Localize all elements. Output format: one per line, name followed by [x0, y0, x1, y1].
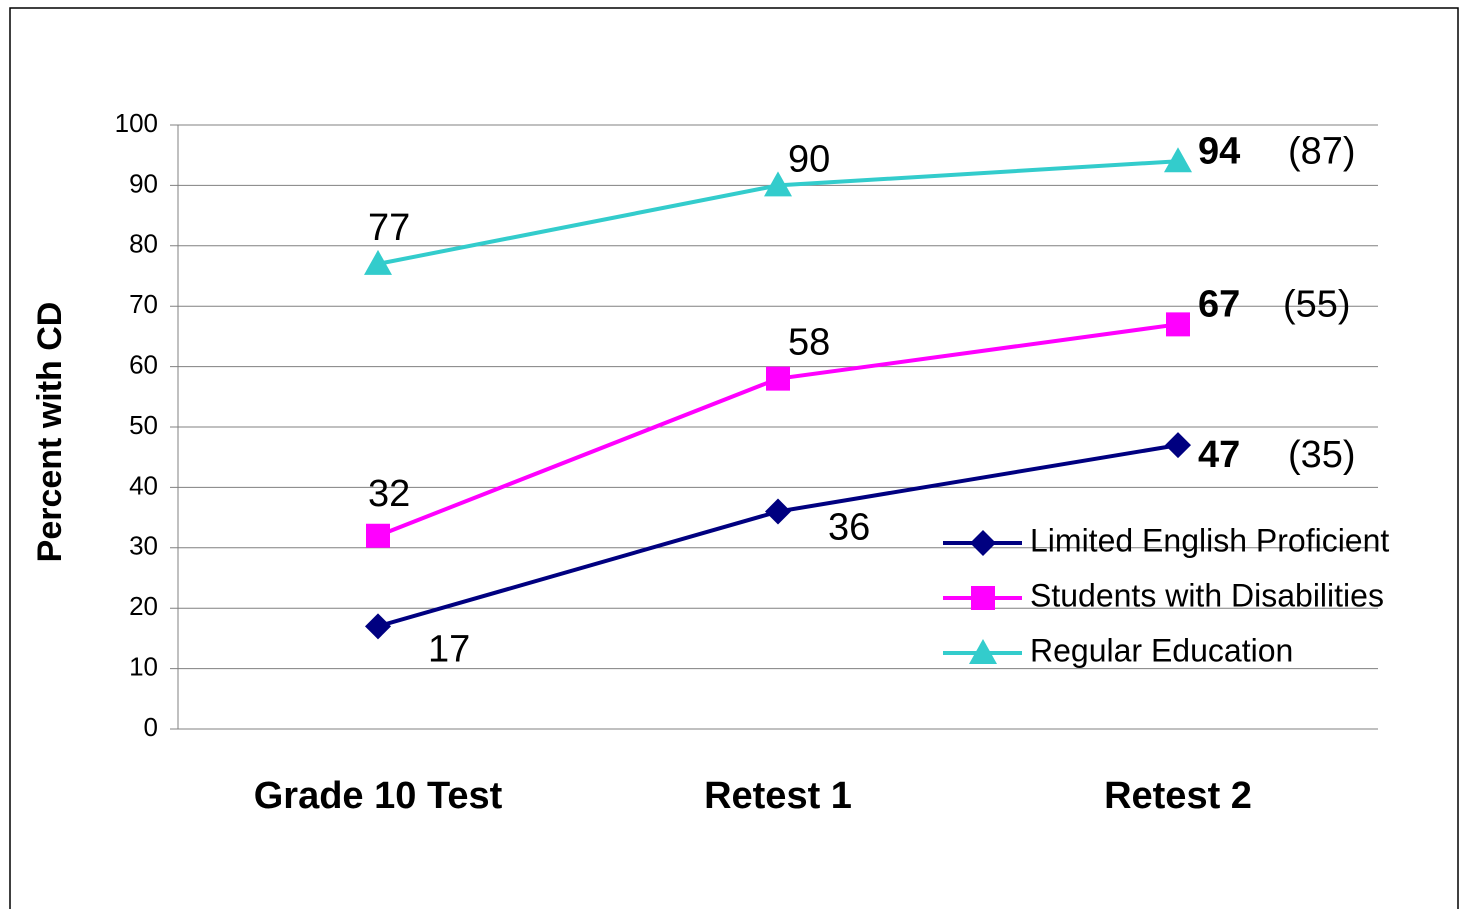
y-tick-label: 50	[129, 410, 158, 440]
data-label: 58	[788, 322, 830, 364]
data-label: 32	[368, 473, 410, 515]
data-label: 77	[368, 207, 410, 249]
data-label: 67	[1198, 283, 1240, 325]
x-tick-label: Retest 2	[1104, 775, 1252, 817]
y-tick-label: 30	[129, 531, 158, 561]
point-marker	[364, 249, 392, 275]
legend-label: Regular Education	[1030, 632, 1293, 668]
point-marker	[366, 523, 390, 548]
data-label: 90	[788, 138, 830, 180]
annotation: (55)	[1283, 283, 1351, 325]
annotation: (87)	[1288, 130, 1356, 172]
y-axis-title: Percent with CD	[31, 302, 69, 563]
y-tick-label: 80	[129, 229, 158, 259]
y-tick-label: 40	[129, 470, 158, 500]
data-label: 17	[428, 628, 470, 670]
y-tick-label: 90	[129, 168, 158, 198]
legend-marker	[969, 639, 997, 664]
point-marker	[365, 613, 391, 640]
data-label: 94	[1198, 130, 1240, 172]
legend-marker	[971, 586, 995, 610]
y-tick-label: 100	[115, 108, 158, 138]
x-tick-label: Grade 10 Test	[254, 775, 503, 817]
x-tick-label: Retest 1	[704, 775, 852, 817]
data-label: 36	[828, 507, 870, 549]
legend-label: Limited English Proficient	[1030, 522, 1389, 558]
y-tick-label: 70	[129, 289, 158, 319]
point-marker	[764, 171, 792, 197]
point-marker	[1164, 147, 1192, 173]
data-label: 47	[1198, 434, 1240, 476]
legend-marker	[970, 530, 996, 556]
chart-border	[9, 7, 1459, 909]
y-tick-label: 60	[129, 349, 158, 379]
point-marker	[765, 498, 791, 525]
y-tick-label: 0	[144, 712, 158, 742]
legend-label: Students with Disabilities	[1030, 577, 1384, 613]
y-tick-label: 20	[129, 591, 158, 621]
annotation: (35)	[1288, 434, 1356, 476]
point-marker	[1166, 312, 1190, 337]
point-marker	[1165, 432, 1191, 459]
point-marker	[766, 366, 790, 391]
y-tick-label: 10	[129, 651, 158, 681]
